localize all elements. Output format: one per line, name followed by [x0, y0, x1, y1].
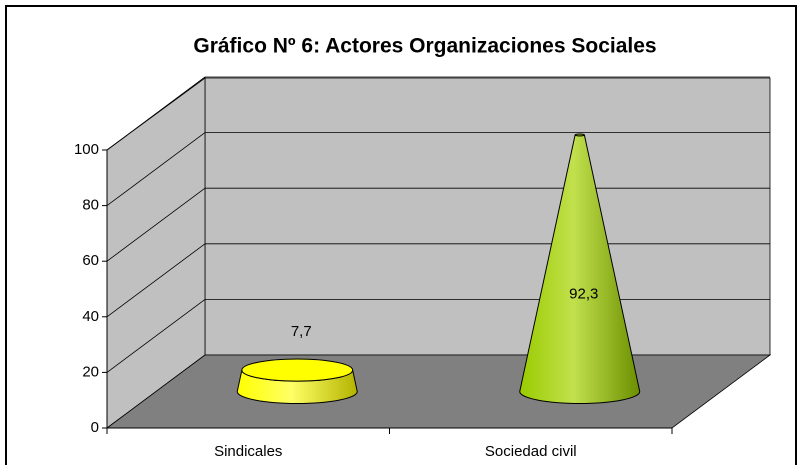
y-tick-label: 60 — [82, 252, 99, 269]
y-tick-label: 80 — [82, 197, 99, 214]
y-tick-label: 0 — [91, 419, 99, 436]
value-label: 7,7 — [291, 323, 312, 340]
value-label: 92,3 — [569, 285, 598, 302]
y-tick-label: 40 — [82, 308, 99, 325]
y-tick-label: 100 — [74, 141, 99, 158]
grid-line — [106, 132, 206, 206]
floor — [105, 354, 772, 429]
chart-title: Gráfico Nº 6: Actores Organizaciones Soc… — [193, 35, 656, 58]
grid-line — [106, 299, 206, 373]
x-tick-label: Sociedad civil — [485, 443, 577, 460]
grid-line — [106, 243, 206, 318]
cone-top — [241, 358, 354, 382]
x-tick-label: Sindicales — [214, 443, 282, 460]
back-wall — [204, 77, 771, 356]
cone-top — [574, 133, 585, 137]
grid-line — [106, 76, 206, 151]
grid-line — [106, 187, 206, 262]
y-tick-label: 20 — [82, 363, 99, 380]
